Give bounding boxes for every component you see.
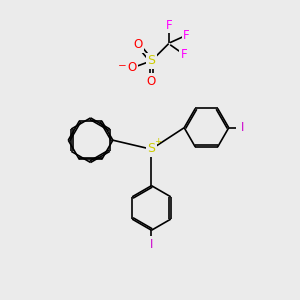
Text: S: S xyxy=(148,142,155,155)
Text: O: O xyxy=(127,61,136,74)
Text: −: − xyxy=(118,61,127,70)
Text: +: + xyxy=(154,137,162,146)
Text: I: I xyxy=(150,238,153,251)
Text: F: F xyxy=(183,29,190,42)
Text: F: F xyxy=(165,19,172,32)
Text: I: I xyxy=(241,121,244,134)
Text: O: O xyxy=(134,38,143,51)
Text: F: F xyxy=(181,48,188,62)
Text: O: O xyxy=(147,75,156,88)
Text: S: S xyxy=(148,54,155,67)
